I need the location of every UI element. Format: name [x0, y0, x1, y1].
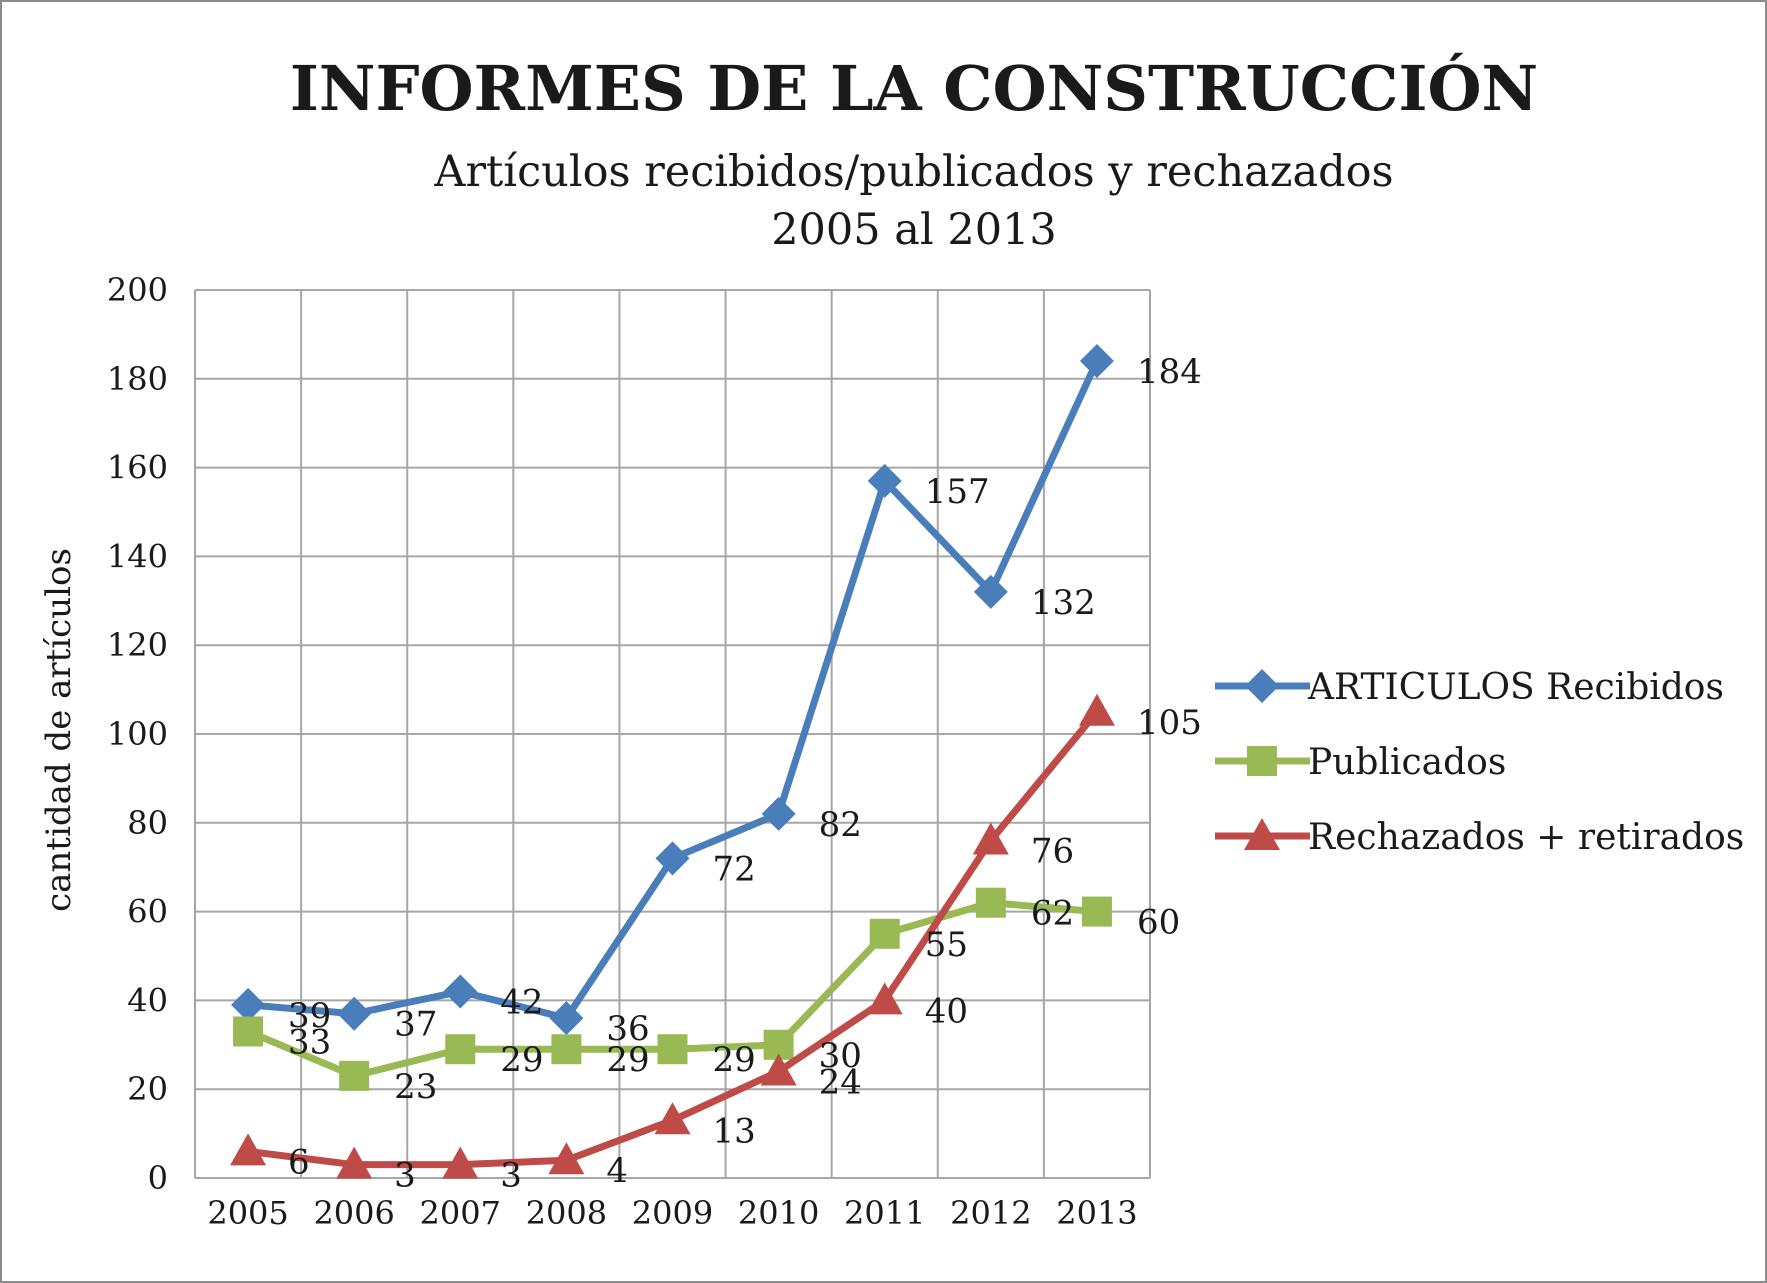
data-label-publicados-2012: 62	[1031, 894, 1074, 934]
series-line-rechazados-retirados	[247, 709, 1100, 1169]
y-tick-label: 200	[107, 271, 168, 309]
y-tick-label: 140	[107, 537, 168, 575]
data-label-rechazados-retirados-2013: 105	[1137, 703, 1202, 743]
legend-marker-rechazados-retirados	[1244, 818, 1280, 850]
y-tick-label: 160	[107, 449, 168, 487]
series-rechazados-retirados	[230, 693, 1115, 1179]
data-label-rechazados-retirados-2006: 3	[394, 1156, 416, 1196]
x-tick-label-2008: 2008	[526, 1194, 607, 1232]
x-tick-label-2007: 2007	[420, 1194, 501, 1232]
data-label-rechazados-retirados-2005: 6	[288, 1142, 310, 1182]
point-rechazados-retirados-2012	[972, 822, 1009, 855]
data-label-publicados-2005: 33	[288, 1022, 331, 1062]
point-publicados-2006	[339, 1060, 370, 1091]
chart-subtitle-line-2: 2005 al 2013	[771, 205, 1057, 255]
point-publicados-2007	[445, 1034, 476, 1065]
data-label-rechazados-retirados-2010: 24	[819, 1062, 862, 1102]
point-rechazados-retirados-2006	[336, 1146, 373, 1179]
series-group	[230, 344, 1115, 1179]
data-label-publicados-2009: 29	[713, 1040, 756, 1080]
data-label-rechazados-retirados-2011: 40	[925, 991, 968, 1031]
point-publicados-2008	[551, 1034, 582, 1065]
point-publicados-2012	[975, 887, 1006, 918]
point-rechazados-retirados-2010	[760, 1053, 797, 1086]
data-label-articulos-recibidos-2008: 36	[606, 1009, 649, 1049]
point-publicados-2005	[233, 1016, 264, 1047]
grid	[194, 289, 1151, 1179]
x-tick-label-2012: 2012	[950, 1194, 1031, 1232]
data-label-articulos-recibidos-2010: 82	[819, 805, 862, 845]
data-label-publicados-2011: 55	[925, 925, 968, 965]
point-articulos-recibidos-2012	[973, 574, 1008, 609]
chart-subtitle-line-1: Artículos recibidos/publicados y rechaza…	[433, 147, 1393, 197]
data-label-rechazados-retirados-2008: 4	[606, 1151, 628, 1191]
data-label-articulos-recibidos-2013: 184	[1137, 352, 1202, 392]
data-label-publicados-2010: 30	[819, 1036, 862, 1076]
x-tick-label-2006: 2006	[313, 1194, 394, 1232]
x-tick-label-2005: 2005	[207, 1194, 288, 1232]
legend-marker-publicados	[1247, 746, 1277, 776]
series-line-articulos-recibidos	[247, 359, 1101, 1022]
point-articulos-recibidos-2008	[549, 1001, 584, 1036]
axis-ticks: 0 20 40 60 80 100 120 140 160 180 200 2005 2006 2007 2…	[107, 271, 1138, 1232]
legend-label-publicados: Publicados	[1308, 742, 1506, 783]
series-articulos-recibidos	[231, 344, 1114, 1036]
legend-item-articulos-recibidos: ARTICULOS Recibidos	[1215, 667, 1724, 708]
point-rechazados-retirados-2008	[548, 1142, 585, 1175]
point-articulos-recibidos-2007	[443, 974, 478, 1009]
data-label-rechazados-retirados-2009: 13	[713, 1111, 756, 1151]
data-label-publicados-2008: 29	[606, 1040, 649, 1080]
y-tick-label: 180	[107, 360, 168, 398]
series-publicados	[233, 887, 1112, 1091]
point-articulos-recibidos-2006	[337, 996, 372, 1031]
x-tick-label-2010: 2010	[738, 1194, 819, 1232]
data-label-publicados-2006: 23	[394, 1067, 437, 1107]
y-tick-label: 120	[107, 626, 168, 664]
point-articulos-recibidos-2010	[761, 796, 796, 831]
data-label-articulos-recibidos-2011: 157	[925, 472, 990, 512]
point-articulos-recibidos-2011	[867, 463, 902, 498]
x-tick-label-2009: 2009	[632, 1194, 713, 1232]
data-label-articulos-recibidos-2012: 132	[1031, 583, 1096, 623]
legend: ARTICULOS Recibidos Publicados Rechazados …	[1215, 667, 1744, 858]
point-rechazados-retirados-2013	[1078, 693, 1115, 726]
data-label-publicados-2013: 60	[1137, 903, 1180, 943]
y-tick-label: 40	[127, 981, 168, 1019]
data-label-articulos-recibidos-2007: 42	[500, 983, 543, 1023]
data-label-rechazados-retirados-2007: 3	[500, 1156, 522, 1196]
point-rechazados-retirados-2005	[230, 1133, 267, 1166]
y-axis-label: cantidad de artículos	[39, 548, 79, 912]
data-label-rechazados-retirados-2012: 76	[1031, 832, 1074, 872]
chart-title: INFORMES DE LA CONSTRUCCIÓN	[290, 52, 1538, 125]
point-articulos-recibidos-2013	[1079, 344, 1114, 379]
point-articulos-recibidos-2005	[231, 987, 266, 1022]
point-publicados-2013	[1081, 896, 1112, 927]
y-tick-label: 60	[127, 893, 168, 931]
point-rechazados-retirados-2011	[866, 982, 903, 1015]
legend-item-publicados: Publicados	[1215, 742, 1506, 783]
y-tick-label: 20	[127, 1070, 168, 1108]
legend-item-rechazados-retirados: Rechazados + retirados	[1215, 817, 1744, 858]
data-label-articulos-recibidos-2009: 72	[713, 849, 756, 889]
point-articulos-recibidos-2009	[655, 841, 690, 876]
x-tick-label-2011: 2011	[844, 1194, 925, 1232]
y-tick-label: 100	[107, 715, 168, 753]
point-rechazados-retirados-2009	[654, 1102, 691, 1135]
point-publicados-2009	[657, 1034, 688, 1065]
legend-marker-articulos-recibidos	[1245, 669, 1279, 703]
point-rechazados-retirados-2007	[442, 1146, 479, 1179]
data-label-publicados-2007: 29	[500, 1040, 543, 1080]
data-label-articulos-recibidos-2006: 37	[394, 1005, 437, 1045]
legend-label-articulos-recibidos: ARTICULOS Recibidos	[1307, 667, 1724, 708]
data-label-articulos-recibidos-2005: 39	[288, 996, 331, 1036]
legend-label-rechazados-retirados: Rechazados + retirados	[1308, 817, 1744, 858]
point-publicados-2011	[869, 918, 900, 949]
y-tick-label: 0	[148, 1159, 168, 1197]
x-tick-label-2013: 2013	[1056, 1194, 1137, 1232]
y-tick-label: 80	[127, 804, 168, 842]
